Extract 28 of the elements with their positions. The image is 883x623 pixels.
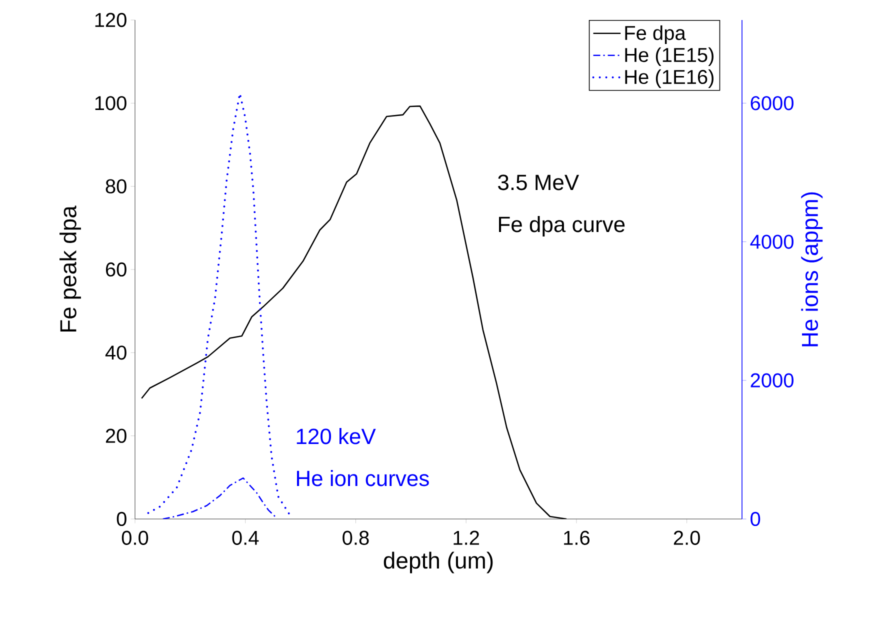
y2-tick-label: 2000 bbox=[750, 373, 794, 388]
y-tick-label: 40 bbox=[105, 346, 126, 360]
y-tick-label: 20 bbox=[106, 428, 126, 443]
x-axis-title: depth (um) bbox=[384, 552, 493, 574]
line-series bbox=[162, 477, 278, 519]
x-tick-label: 1.2 bbox=[454, 530, 479, 545]
y-tick-label: 0 bbox=[116, 512, 126, 526]
annotation: He ion curves bbox=[297, 470, 429, 486]
x-tick-label: 1.6 bbox=[564, 530, 590, 545]
legend-label: He (1E16) bbox=[625, 69, 714, 88]
y-tick-label: 80 bbox=[106, 179, 126, 194]
y2-tick-label: 4000 bbox=[750, 234, 794, 249]
y-tick-label: 100 bbox=[95, 96, 126, 110]
y-tick-label: 120 bbox=[95, 12, 126, 28]
annotation: Fe dpa curve bbox=[499, 216, 625, 237]
x-tick-label: 2.0 bbox=[674, 530, 700, 545]
legend-label: He (1E15) bbox=[625, 47, 714, 66]
x-tick-label: 0.8 bbox=[342, 530, 369, 545]
y-axis-title: Fe peak dpa bbox=[60, 206, 81, 332]
y-tick-label: 60 bbox=[106, 262, 126, 277]
y2-tick-label: 0 bbox=[750, 512, 760, 526]
annotation: 3.5 MeV bbox=[498, 174, 580, 190]
y2-axis-title: He ions (appm) bbox=[801, 192, 823, 346]
x-tick-label: 0.4 bbox=[232, 530, 259, 545]
y2-tick-label: 6000 bbox=[750, 96, 794, 110]
x-tick-label: 0.0 bbox=[122, 530, 148, 545]
annotation: 120 keV bbox=[296, 428, 376, 444]
legend-label: Fe dpa bbox=[625, 25, 686, 44]
